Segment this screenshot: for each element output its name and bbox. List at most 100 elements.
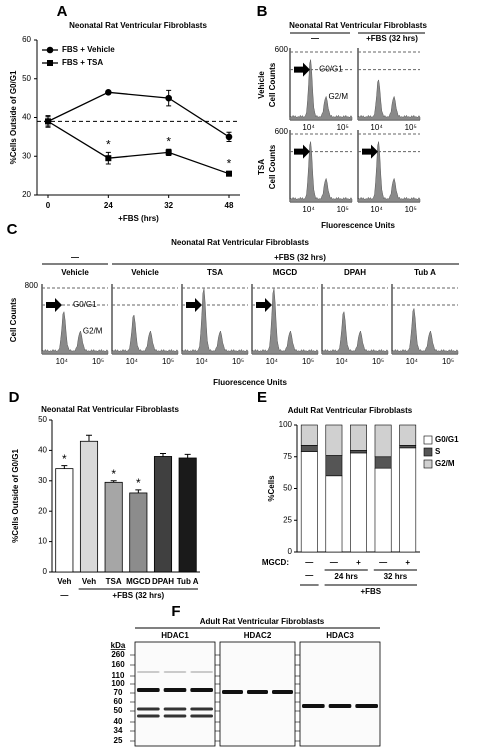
y-tick-label: 100 (279, 420, 293, 429)
x-tick-label: 10⁵ (232, 357, 244, 366)
lane-header: HDAC2 (244, 631, 272, 640)
y-tick-label: 600 (275, 127, 289, 136)
x-tick-label: 10⁴ (370, 205, 383, 214)
significance: * (136, 476, 141, 490)
group-label: +FBS (32 hrs) (274, 253, 326, 262)
y-tick-label: 30 (22, 151, 31, 160)
group-label: — (305, 571, 313, 580)
legend-swatch (423, 435, 433, 445)
y-tick-label: 40 (38, 446, 47, 455)
y-tick-label: 0 (43, 567, 48, 576)
treatment-label: Tub A (414, 268, 436, 277)
marker-label: 260 (111, 650, 125, 659)
marker-label: 25 (114, 736, 123, 745)
y-tick-label: 75 (283, 452, 292, 461)
x-tick-label: 10⁴ (196, 357, 209, 366)
x-tick-label: — (379, 558, 387, 567)
phase-label: G2/M (83, 327, 103, 336)
x-tick-label: 0 (46, 201, 51, 210)
x-tick-label: + (356, 558, 361, 567)
bar-segment (325, 455, 343, 477)
y-tick-label: 20 (38, 506, 47, 515)
point (165, 94, 172, 102)
group-label: +FBS (32 hrs) (112, 591, 164, 600)
band (247, 690, 268, 694)
y-tick-label: 25 (283, 515, 292, 524)
bar (104, 481, 123, 573)
unit-label: kDa (111, 641, 126, 650)
bar (153, 456, 173, 573)
y-axis-label: Cell Counts (268, 62, 277, 107)
band (355, 704, 378, 708)
arrow (294, 144, 310, 159)
y-tick-label: 0 (288, 547, 293, 556)
x-tick-label: 10⁴ (302, 205, 315, 214)
error-bar (160, 452, 166, 457)
panel-label: E (257, 389, 267, 406)
marker-label: 110 (112, 671, 125, 680)
band (163, 671, 187, 673)
panel-label: C (7, 221, 18, 238)
chart-title: Adult Rat Ventricular Fibroblasts (200, 617, 325, 626)
row-label: Vehicle (257, 71, 266, 99)
y-axis-label: %Cells Outside of G0/G1 (9, 70, 18, 164)
chart-title: Neonatal Rat Ventricular Fibroblasts (289, 21, 427, 30)
arrow (46, 298, 62, 312)
point (47, 60, 53, 66)
group-label: — (71, 253, 79, 262)
band (163, 714, 187, 718)
bar (129, 492, 148, 573)
band (137, 714, 160, 718)
bar-segment (374, 456, 392, 469)
chart-title: Neonatal Rat Ventricular Fibroblasts (171, 238, 309, 247)
panel-label: B (257, 3, 268, 20)
legend-label: S (435, 447, 441, 456)
x-tick-label: 24 (104, 201, 113, 210)
blot (134, 641, 216, 747)
histogram (321, 310, 389, 355)
point (105, 155, 112, 162)
marker-label: 60 (114, 697, 123, 706)
x-tick-label: 10⁵ (337, 123, 349, 132)
x-tick-label: 10⁴ (56, 357, 69, 366)
x-tick-label: 10⁴ (302, 123, 315, 132)
x-tick-label: 10⁵ (372, 357, 384, 366)
blot (299, 641, 381, 747)
column-header: +FBS (32 hrs) (366, 34, 418, 43)
band (190, 671, 213, 673)
x-tick-label: 10⁵ (442, 357, 454, 366)
phase-label: G2/M (328, 92, 348, 101)
series-line (47, 120, 230, 175)
band (302, 704, 325, 708)
band (163, 707, 187, 711)
x-tick-label: Tub A (177, 577, 199, 586)
band (137, 707, 160, 711)
legend-label: G2/M (435, 459, 455, 468)
band (190, 714, 213, 718)
chart-title: Neonatal Rat Ventricular Fibroblasts (41, 405, 179, 414)
series-line (47, 91, 230, 138)
group-label: +FBS (360, 587, 381, 596)
chart-title: Adult Rat Ventricular Fibroblasts (288, 406, 413, 415)
band (328, 704, 352, 708)
bar-segment (399, 424, 417, 446)
bar-segment (350, 452, 367, 553)
y-tick-label: 30 (38, 476, 47, 485)
y-axis-label: %Cells (267, 475, 276, 502)
legend-label: FBS + TSA (62, 58, 103, 67)
x-tick-label: Veh (57, 577, 71, 586)
bar-segment (300, 424, 318, 446)
arrow (294, 62, 310, 77)
legend-label: G0/G1 (435, 435, 459, 444)
y-tick-label: 50 (283, 484, 292, 493)
histogram (357, 141, 421, 203)
bar-segment (350, 424, 367, 451)
error-bar (135, 489, 142, 493)
lane-header: HDAC1 (161, 631, 189, 640)
x-tick-label: 10⁵ (337, 205, 349, 214)
marker-label: 50 (114, 706, 123, 715)
y-tick-label: 50 (22, 74, 31, 83)
y-tick-label: 40 (22, 113, 31, 122)
x-tick-label: 10⁵ (405, 205, 417, 214)
